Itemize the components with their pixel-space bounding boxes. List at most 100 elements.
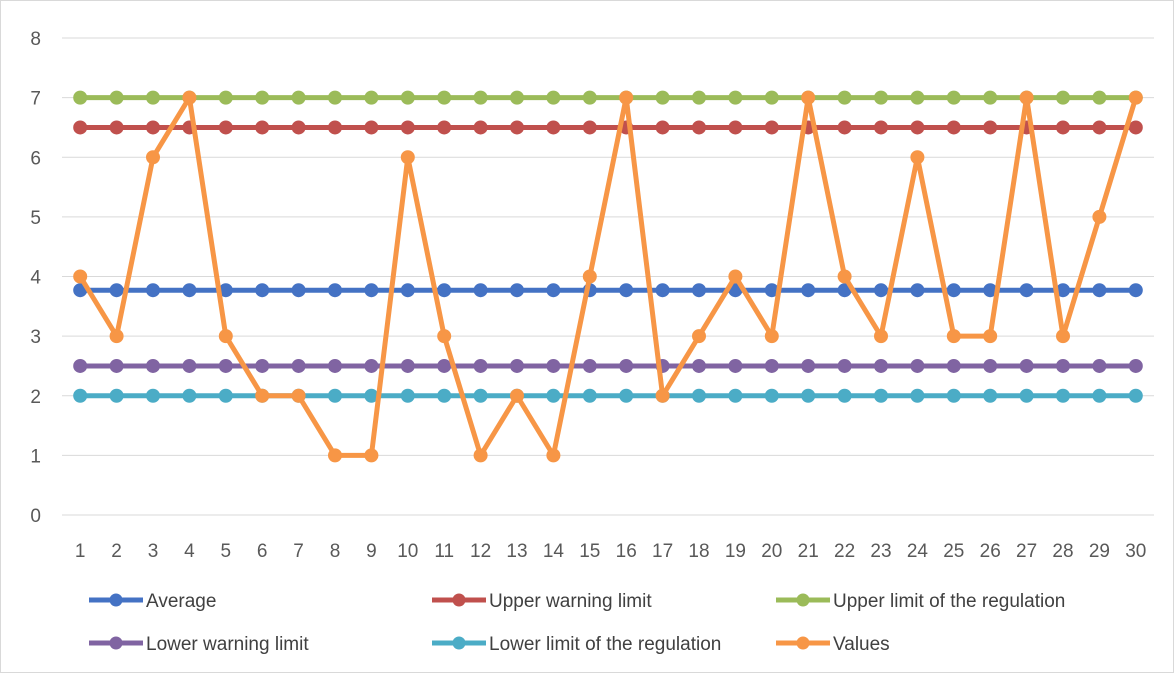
data-point: [437, 120, 452, 135]
x-tick-label: 18: [688, 541, 709, 562]
legend-label: Lower limit of the regulation: [489, 634, 721, 655]
data-point: [73, 388, 88, 403]
data-point: [1092, 209, 1107, 224]
data-point: [582, 358, 597, 373]
x-tick-label: 25: [943, 541, 964, 562]
data-point: [437, 388, 452, 403]
data-point: [73, 269, 88, 284]
y-tick-label: 1: [30, 446, 41, 467]
data-point: [182, 388, 197, 403]
data-point: [400, 90, 415, 105]
data-point: [910, 388, 925, 403]
y-tick-label: 7: [30, 89, 41, 110]
data-point: [837, 269, 852, 284]
data-point: [1128, 283, 1143, 298]
data-point: [182, 358, 197, 373]
data-point: [837, 358, 852, 373]
data-point: [655, 90, 670, 105]
series-average: [73, 283, 1143, 298]
gridlines: [62, 37, 1154, 516]
data-point: [983, 358, 998, 373]
x-tick-label: 20: [761, 541, 782, 562]
data-point: [437, 358, 452, 373]
legend-item: Lower warning limit: [89, 634, 309, 655]
legend-marker: [452, 636, 466, 650]
data-point: [1056, 329, 1070, 344]
y-tick-label: 4: [30, 268, 41, 289]
x-tick-label: 24: [907, 541, 929, 562]
data-point: [946, 358, 961, 373]
data-point: [400, 120, 415, 135]
data-point: [874, 329, 888, 344]
data-point: [437, 90, 452, 105]
legend-label: Upper limit of the regulation: [833, 591, 1065, 612]
data-point: [109, 388, 124, 403]
data-point: [328, 388, 342, 403]
x-tick-label: 21: [798, 541, 819, 562]
data-point: [364, 283, 379, 298]
data-point: [182, 90, 197, 105]
legend-marker: [796, 636, 810, 650]
data-point: [255, 90, 270, 105]
x-tick-label: 10: [397, 541, 418, 562]
data-point: [400, 388, 415, 403]
legend-item: Average: [89, 591, 216, 612]
data-point: [255, 388, 270, 403]
data-point: [874, 358, 888, 373]
y-tick-label: 0: [30, 506, 41, 527]
data-point: [364, 120, 379, 135]
data-point: [255, 120, 270, 135]
data-point: [582, 269, 597, 284]
legend-item: Lower limit of the regulation: [432, 634, 721, 655]
data-point: [728, 90, 743, 105]
legend-marker: [796, 593, 810, 607]
data-point: [946, 283, 961, 298]
data-point: [692, 329, 706, 344]
data-point: [73, 90, 88, 105]
legend-marker: [452, 593, 466, 607]
data-point: [109, 283, 124, 298]
data-point: [473, 283, 488, 298]
data-point: [692, 388, 706, 403]
data-point: [946, 90, 961, 105]
x-tick-label: 12: [470, 541, 491, 562]
data-point: [473, 90, 488, 105]
data-point: [510, 283, 524, 298]
data-point: [546, 90, 561, 105]
x-tick-label: 22: [834, 541, 855, 562]
x-tick-label: 7: [293, 541, 304, 562]
data-point: [182, 283, 197, 298]
data-point: [473, 358, 488, 373]
series-upper-limit-of-the-regulation: [73, 90, 1143, 105]
data-point: [983, 388, 998, 403]
data-point: [510, 388, 524, 403]
data-point: [146, 388, 160, 403]
x-tick-label: 15: [579, 541, 600, 562]
x-tick-label: 27: [1016, 541, 1037, 562]
data-point: [146, 120, 160, 135]
data-point: [328, 448, 342, 463]
data-point: [109, 120, 124, 135]
data-point: [582, 388, 597, 403]
data-point: [546, 283, 561, 298]
data-point: [1128, 388, 1143, 403]
data-point: [582, 90, 597, 105]
data-point: [655, 388, 670, 403]
data-point: [364, 358, 379, 373]
data-point: [255, 358, 270, 373]
data-point: [146, 150, 160, 165]
data-point: [473, 448, 488, 463]
data-point: [874, 90, 888, 105]
data-point: [582, 120, 597, 135]
data-point: [1092, 120, 1107, 135]
data-point: [109, 329, 124, 344]
data-point: [328, 283, 342, 298]
data-point: [291, 120, 306, 135]
data-point: [874, 283, 888, 298]
data-point: [837, 120, 852, 135]
data-point: [728, 120, 743, 135]
data-point: [291, 358, 306, 373]
series-values: [73, 90, 1143, 463]
x-tick-label: 29: [1089, 541, 1110, 562]
x-tick-label: 16: [616, 541, 637, 562]
